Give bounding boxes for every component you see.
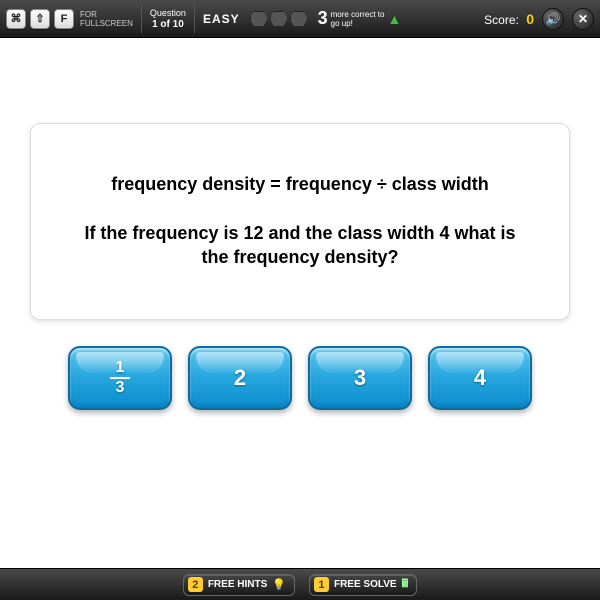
bottom-bar: 2 FREE HINTS 💡 1 FREE SOLVE 🖩 bbox=[0, 568, 600, 600]
formula-text: frequency density = frequency ÷ class wi… bbox=[71, 174, 529, 195]
question-prompt: If the frequency is 12 and the class wid… bbox=[71, 221, 529, 269]
answer-row: 1 3 2 3 4 bbox=[68, 346, 532, 410]
divider bbox=[194, 5, 195, 33]
bulb-icon: 💡 bbox=[272, 578, 286, 591]
difficulty-label: EASY bbox=[203, 12, 240, 26]
question-counter: Question 1 of 10 bbox=[150, 8, 186, 30]
calculator-icon: 🖩 bbox=[402, 575, 409, 594]
main-area: frequency density = frequency ÷ class wi… bbox=[0, 38, 600, 568]
hints-button[interactable]: 2 FREE HINTS 💡 bbox=[183, 574, 295, 596]
hex-icon bbox=[250, 11, 268, 27]
close-icon[interactable]: ✕ bbox=[572, 8, 594, 30]
answer-option-2[interactable]: 2 bbox=[188, 346, 292, 410]
sound-icon[interactable]: 🔊 bbox=[542, 8, 564, 30]
solve-button[interactable]: 1 FREE SOLVE 🖩 bbox=[309, 574, 417, 596]
divider bbox=[141, 5, 142, 33]
shift-key-icon: ⇧ bbox=[30, 9, 50, 29]
difficulty-meter bbox=[250, 11, 308, 27]
hex-icon bbox=[290, 11, 308, 27]
question-card: frequency density = frequency ÷ class wi… bbox=[30, 123, 570, 320]
level-up-indicator: 3 more correct togo up! ▲ bbox=[318, 8, 402, 29]
answer-option-3[interactable]: 3 bbox=[308, 346, 412, 410]
hex-icon bbox=[270, 11, 288, 27]
answer-option-4[interactable]: 4 bbox=[428, 346, 532, 410]
f-key-icon: F bbox=[54, 9, 74, 29]
cmd-key-icon: ⌘ bbox=[6, 9, 26, 29]
fraction-value: 1 3 bbox=[110, 360, 131, 396]
score-display: Score: 0 bbox=[484, 11, 534, 27]
arrow-up-icon: ▲ bbox=[387, 11, 401, 27]
top-bar: ⌘ ⇧ F FORFULLSCREEN Question 1 of 10 EAS… bbox=[0, 0, 600, 38]
answer-option-1[interactable]: 1 3 bbox=[68, 346, 172, 410]
fullscreen-label: FORFULLSCREEN bbox=[80, 10, 133, 28]
